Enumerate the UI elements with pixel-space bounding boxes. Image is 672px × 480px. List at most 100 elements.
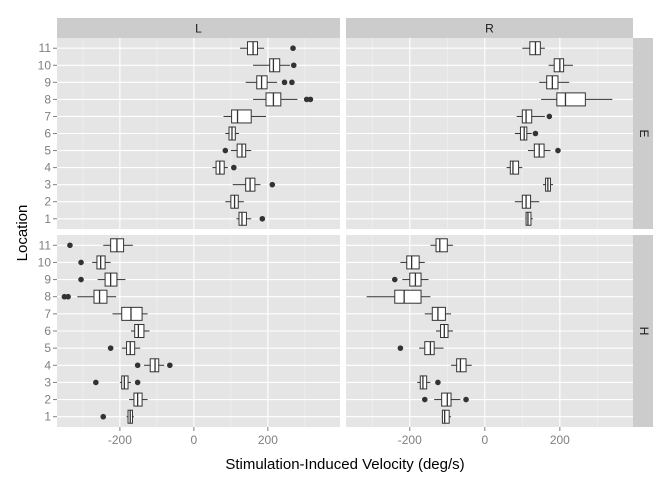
box-location-7 [516,109,553,124]
box-iqr [121,306,143,321]
box-iqr [521,109,533,124]
box-location-11 [240,41,296,56]
outlier-point [78,276,84,283]
strip-label-col: R [485,22,494,36]
y-tick-label: 3 [44,375,51,389]
box-location-5 [527,143,561,158]
box-location-9 [539,75,570,90]
outlier-point [231,164,237,171]
box-location-6 [130,324,150,338]
y-tick-label: 2 [44,195,51,209]
box-location-5 [397,341,444,356]
outlier-point [290,62,297,69]
outlier-point [435,379,441,386]
box-location-8 [253,92,314,107]
facet-strips: L R E H [57,18,653,427]
outlier-point [259,215,266,222]
outlier-point [290,45,296,52]
box-location-10 [548,58,573,73]
outlier-point [532,130,539,137]
outlier-point [134,379,141,386]
x-tick-label: -200 [398,433,422,447]
box-iqr [441,409,450,424]
box-location-2 [129,392,148,407]
x-tick-label: -200 [108,433,132,447]
box-iqr [456,358,467,373]
outlier-point [269,181,276,188]
boxes-R-H [366,238,472,424]
boxes-L-H [61,238,173,424]
y-tick-label: 2 [44,393,51,407]
box-location-10 [400,255,425,270]
box-location-8 [366,289,431,304]
x-tick-label: 0 [191,433,198,447]
box-location-1 [236,211,266,226]
outlier-point [93,379,99,386]
y-tick-label: 4 [44,161,51,175]
box-location-11 [522,41,545,56]
box-iqr [231,109,252,124]
box-location-10 [78,255,111,270]
outlier-point [167,362,173,369]
box-iqr [406,255,420,270]
box-location-3 [93,375,141,390]
y-tick-label: 11 [39,41,52,55]
box-location-9 [245,75,295,90]
outlier-point [65,293,71,300]
outlier-point [67,242,73,249]
box-location-2 [514,194,540,209]
outlier-point [463,396,469,403]
outlier-point [100,413,107,420]
panel-R-E [346,38,633,229]
strip-label-row: E [637,129,651,137]
box-location-11 [67,238,133,253]
box-iqr [238,211,247,226]
box-iqr [553,58,565,73]
y-tick-label: 8 [44,290,51,304]
panel-R-H [346,235,633,427]
box-location-5 [222,143,252,158]
box-location-8 [541,92,613,107]
box-iqr [134,324,145,338]
box-location-1 [100,409,134,424]
box-location-10 [253,58,297,73]
y-tick-label: 6 [44,324,51,338]
outlier-point [78,259,84,266]
y-axis-title: Location [14,205,31,262]
y-tick-label: 4 [44,358,51,372]
y-tick-label: 3 [44,178,51,192]
boxes-L-E [212,41,314,226]
box-iqr [435,238,448,253]
box-location-3 [232,177,276,192]
box-location-4 [506,160,523,175]
box-location-1 [525,211,533,226]
box-location-11 [430,238,453,253]
box-location-3 [542,177,554,192]
box-iqr [441,392,452,407]
box-iqr [556,92,586,107]
outlier-point [397,345,404,351]
box-location-5 [107,341,141,356]
outlier-point [421,396,428,403]
box-iqr [394,289,422,304]
box-location-4 [451,358,472,373]
box-location-8 [61,289,117,304]
outlier-point [281,79,288,86]
strip-label-col: L [195,22,202,36]
outlier-point [391,276,398,283]
x-tick-label: 200 [258,433,278,447]
box-location-6 [514,126,539,141]
y-tick-label: 9 [44,75,51,89]
box-location-9 [78,272,126,287]
box-iqr [431,306,446,321]
strip-col-R [346,18,633,38]
box-location-2 [225,194,244,209]
boxes-R-E [506,41,613,226]
y-tick-label: 7 [44,307,51,321]
y-tick-label: 6 [44,127,51,141]
box-location-2 [421,392,469,407]
box-location-4 [134,358,173,373]
outlier-point [555,147,561,154]
y-tick-label: 7 [44,109,51,123]
